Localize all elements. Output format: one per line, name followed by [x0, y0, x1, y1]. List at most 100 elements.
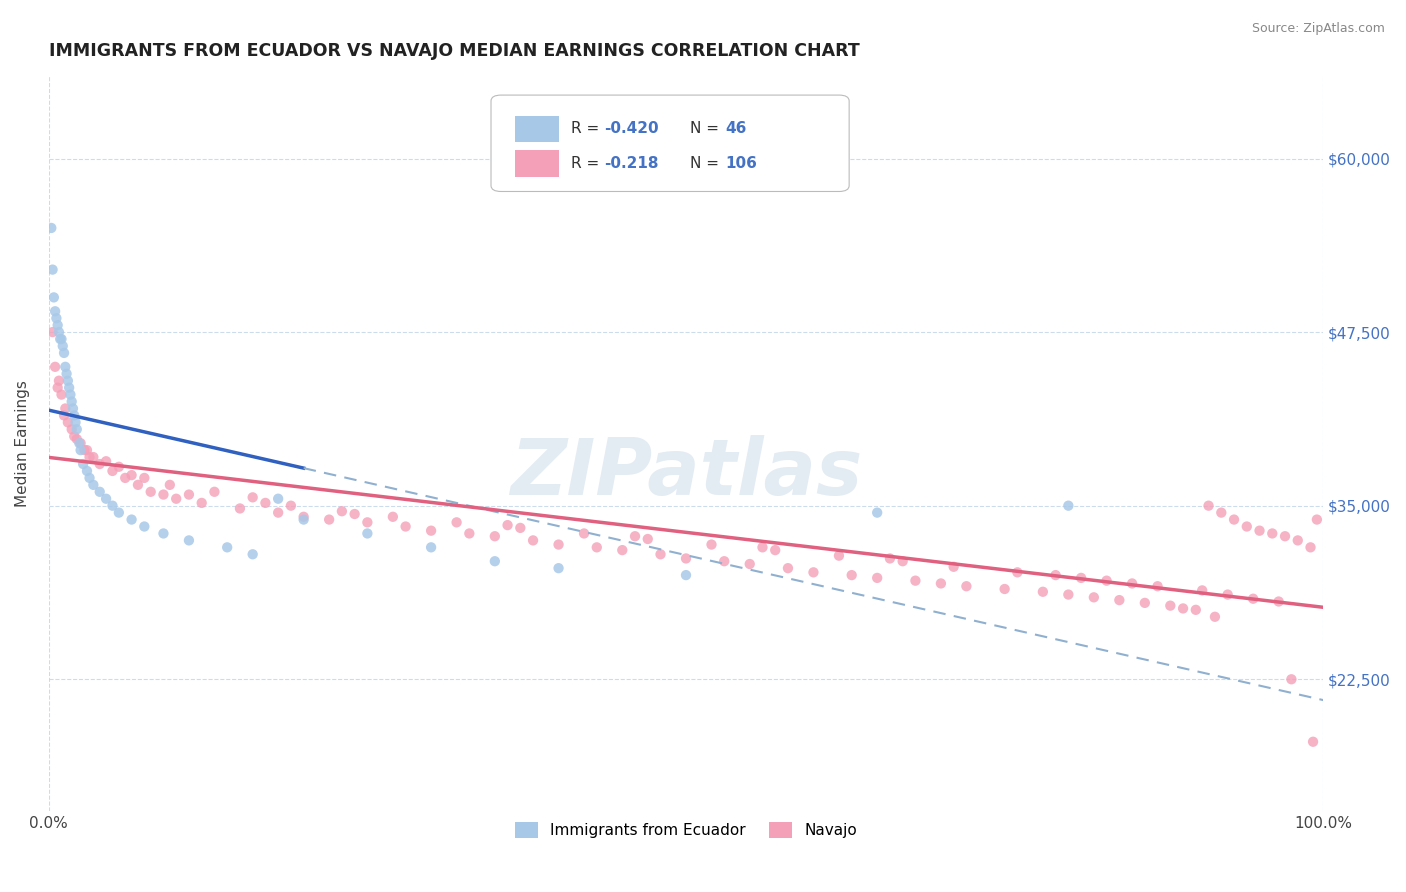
Point: [76, 464, 98, 478]
Point: [242, 547, 264, 561]
Point: [51, 332, 73, 346]
Point: [700, 537, 723, 551]
Point: [49, 332, 72, 346]
Point: [121, 512, 143, 526]
Point: [1159, 599, 1181, 613]
Text: N =: N =: [690, 121, 724, 136]
Point: [177, 533, 200, 548]
Point: [58, 381, 80, 395]
Point: [89, 457, 111, 471]
Point: [79, 450, 101, 464]
Point: [866, 506, 889, 520]
Text: -0.218: -0.218: [605, 156, 659, 171]
Point: [381, 509, 404, 524]
Text: Source: ZipAtlas.com: Source: ZipAtlas.com: [1251, 22, 1385, 36]
Point: [60, 394, 83, 409]
Point: [1070, 571, 1092, 585]
Text: 46: 46: [725, 121, 747, 136]
Point: [1007, 566, 1029, 580]
Text: N =: N =: [690, 156, 724, 171]
Point: [751, 541, 773, 555]
Point: [94, 491, 117, 506]
Point: [204, 484, 226, 499]
Point: [267, 491, 290, 506]
Point: [1185, 603, 1208, 617]
Point: [53, 346, 76, 360]
Point: [1267, 594, 1289, 608]
Point: [650, 547, 672, 561]
Point: [39, 221, 62, 235]
Point: [134, 519, 156, 533]
Point: [62, 401, 84, 416]
Point: [446, 516, 468, 530]
Point: [1211, 506, 1233, 520]
Point: [1274, 529, 1296, 543]
Point: [994, 582, 1017, 596]
Point: [675, 551, 697, 566]
Point: [63, 429, 86, 443]
Point: [1108, 593, 1130, 607]
Point: [46, 381, 69, 395]
Point: [1133, 596, 1156, 610]
Point: [394, 519, 416, 533]
Point: [942, 559, 965, 574]
Point: [1302, 735, 1324, 749]
Point: [41, 325, 63, 339]
Point: [1095, 574, 1118, 588]
Point: [59, 387, 82, 401]
Point: [76, 443, 98, 458]
Point: [51, 387, 73, 401]
Point: [55, 367, 77, 381]
Point: [53, 401, 76, 416]
Point: [356, 526, 378, 541]
Point: [69, 436, 91, 450]
Point: [56, 374, 79, 388]
Point: [66, 432, 89, 446]
Text: R =: R =: [571, 121, 605, 136]
Point: [45, 311, 67, 326]
Point: [242, 491, 264, 505]
Point: [763, 543, 786, 558]
Point: [458, 526, 481, 541]
Point: [879, 551, 901, 566]
Point: [1249, 524, 1271, 538]
Point: [280, 499, 302, 513]
Point: [42, 290, 65, 304]
Point: [152, 487, 174, 501]
Point: [624, 529, 647, 543]
Point: [60, 422, 83, 436]
Point: [52, 339, 75, 353]
Point: [66, 422, 89, 436]
Point: [1261, 526, 1284, 541]
Point: [82, 450, 104, 464]
Point: [1279, 673, 1302, 687]
Point: [1191, 583, 1213, 598]
Point: [89, 484, 111, 499]
Point: [841, 568, 863, 582]
Point: [101, 464, 124, 478]
Point: [547, 537, 569, 551]
Point: [65, 416, 87, 430]
Point: [1216, 588, 1239, 602]
Point: [79, 471, 101, 485]
Point: [53, 409, 76, 423]
Point: [177, 487, 200, 501]
Point: [509, 521, 531, 535]
Point: [292, 512, 315, 526]
Point: [904, 574, 927, 588]
Point: [1198, 499, 1220, 513]
Point: [1299, 541, 1322, 555]
Point: [127, 478, 149, 492]
Point: [420, 524, 443, 538]
Point: [53, 359, 76, 374]
Point: [585, 541, 607, 555]
Point: [738, 557, 761, 571]
Point: [1045, 568, 1067, 582]
Point: [1057, 499, 1080, 513]
Point: [292, 509, 315, 524]
Point: [267, 506, 290, 520]
Point: [44, 304, 66, 318]
Point: [496, 518, 519, 533]
Point: [929, 576, 952, 591]
Legend: Immigrants from Ecuador, Navajo: Immigrants from Ecuador, Navajo: [509, 816, 863, 844]
